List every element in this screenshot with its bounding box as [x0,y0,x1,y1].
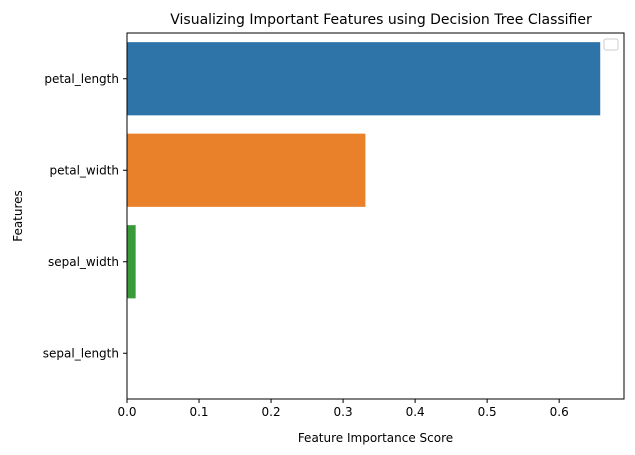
x-tick-label: 0.0 [117,405,136,419]
bar-sepal-width [127,225,136,299]
x-tick-label: 0.5 [478,405,497,419]
x-axis: 0.0 0.1 0.2 0.3 0.4 0.5 0.6 [117,399,569,419]
x-tick-label: 0.4 [406,405,425,419]
bars-group [127,42,601,299]
x-tick-label: 0.1 [189,405,208,419]
y-tick-label: petal_width [50,163,119,177]
y-tick-label: petal_length [44,72,119,86]
y-tick-label: sepal_width [48,255,119,269]
x-tick-label: 0.6 [550,405,569,419]
x-tick-label: 0.2 [262,405,281,419]
x-tick-label: 0.3 [334,405,353,419]
chart-title: Visualizing Important Features using Dec… [170,12,592,28]
x-axis-title: Feature Importance Score [298,431,453,445]
bar-petal-width [127,133,366,207]
y-tick-label: sepal_length [43,346,119,360]
legend-box [603,38,619,51]
y-axis: petal_length petal_width sepal_width sepal_… [43,72,127,360]
bar-petal-length [127,42,601,116]
plot-frame [126,32,625,400]
y-axis-title: Features [11,190,25,242]
